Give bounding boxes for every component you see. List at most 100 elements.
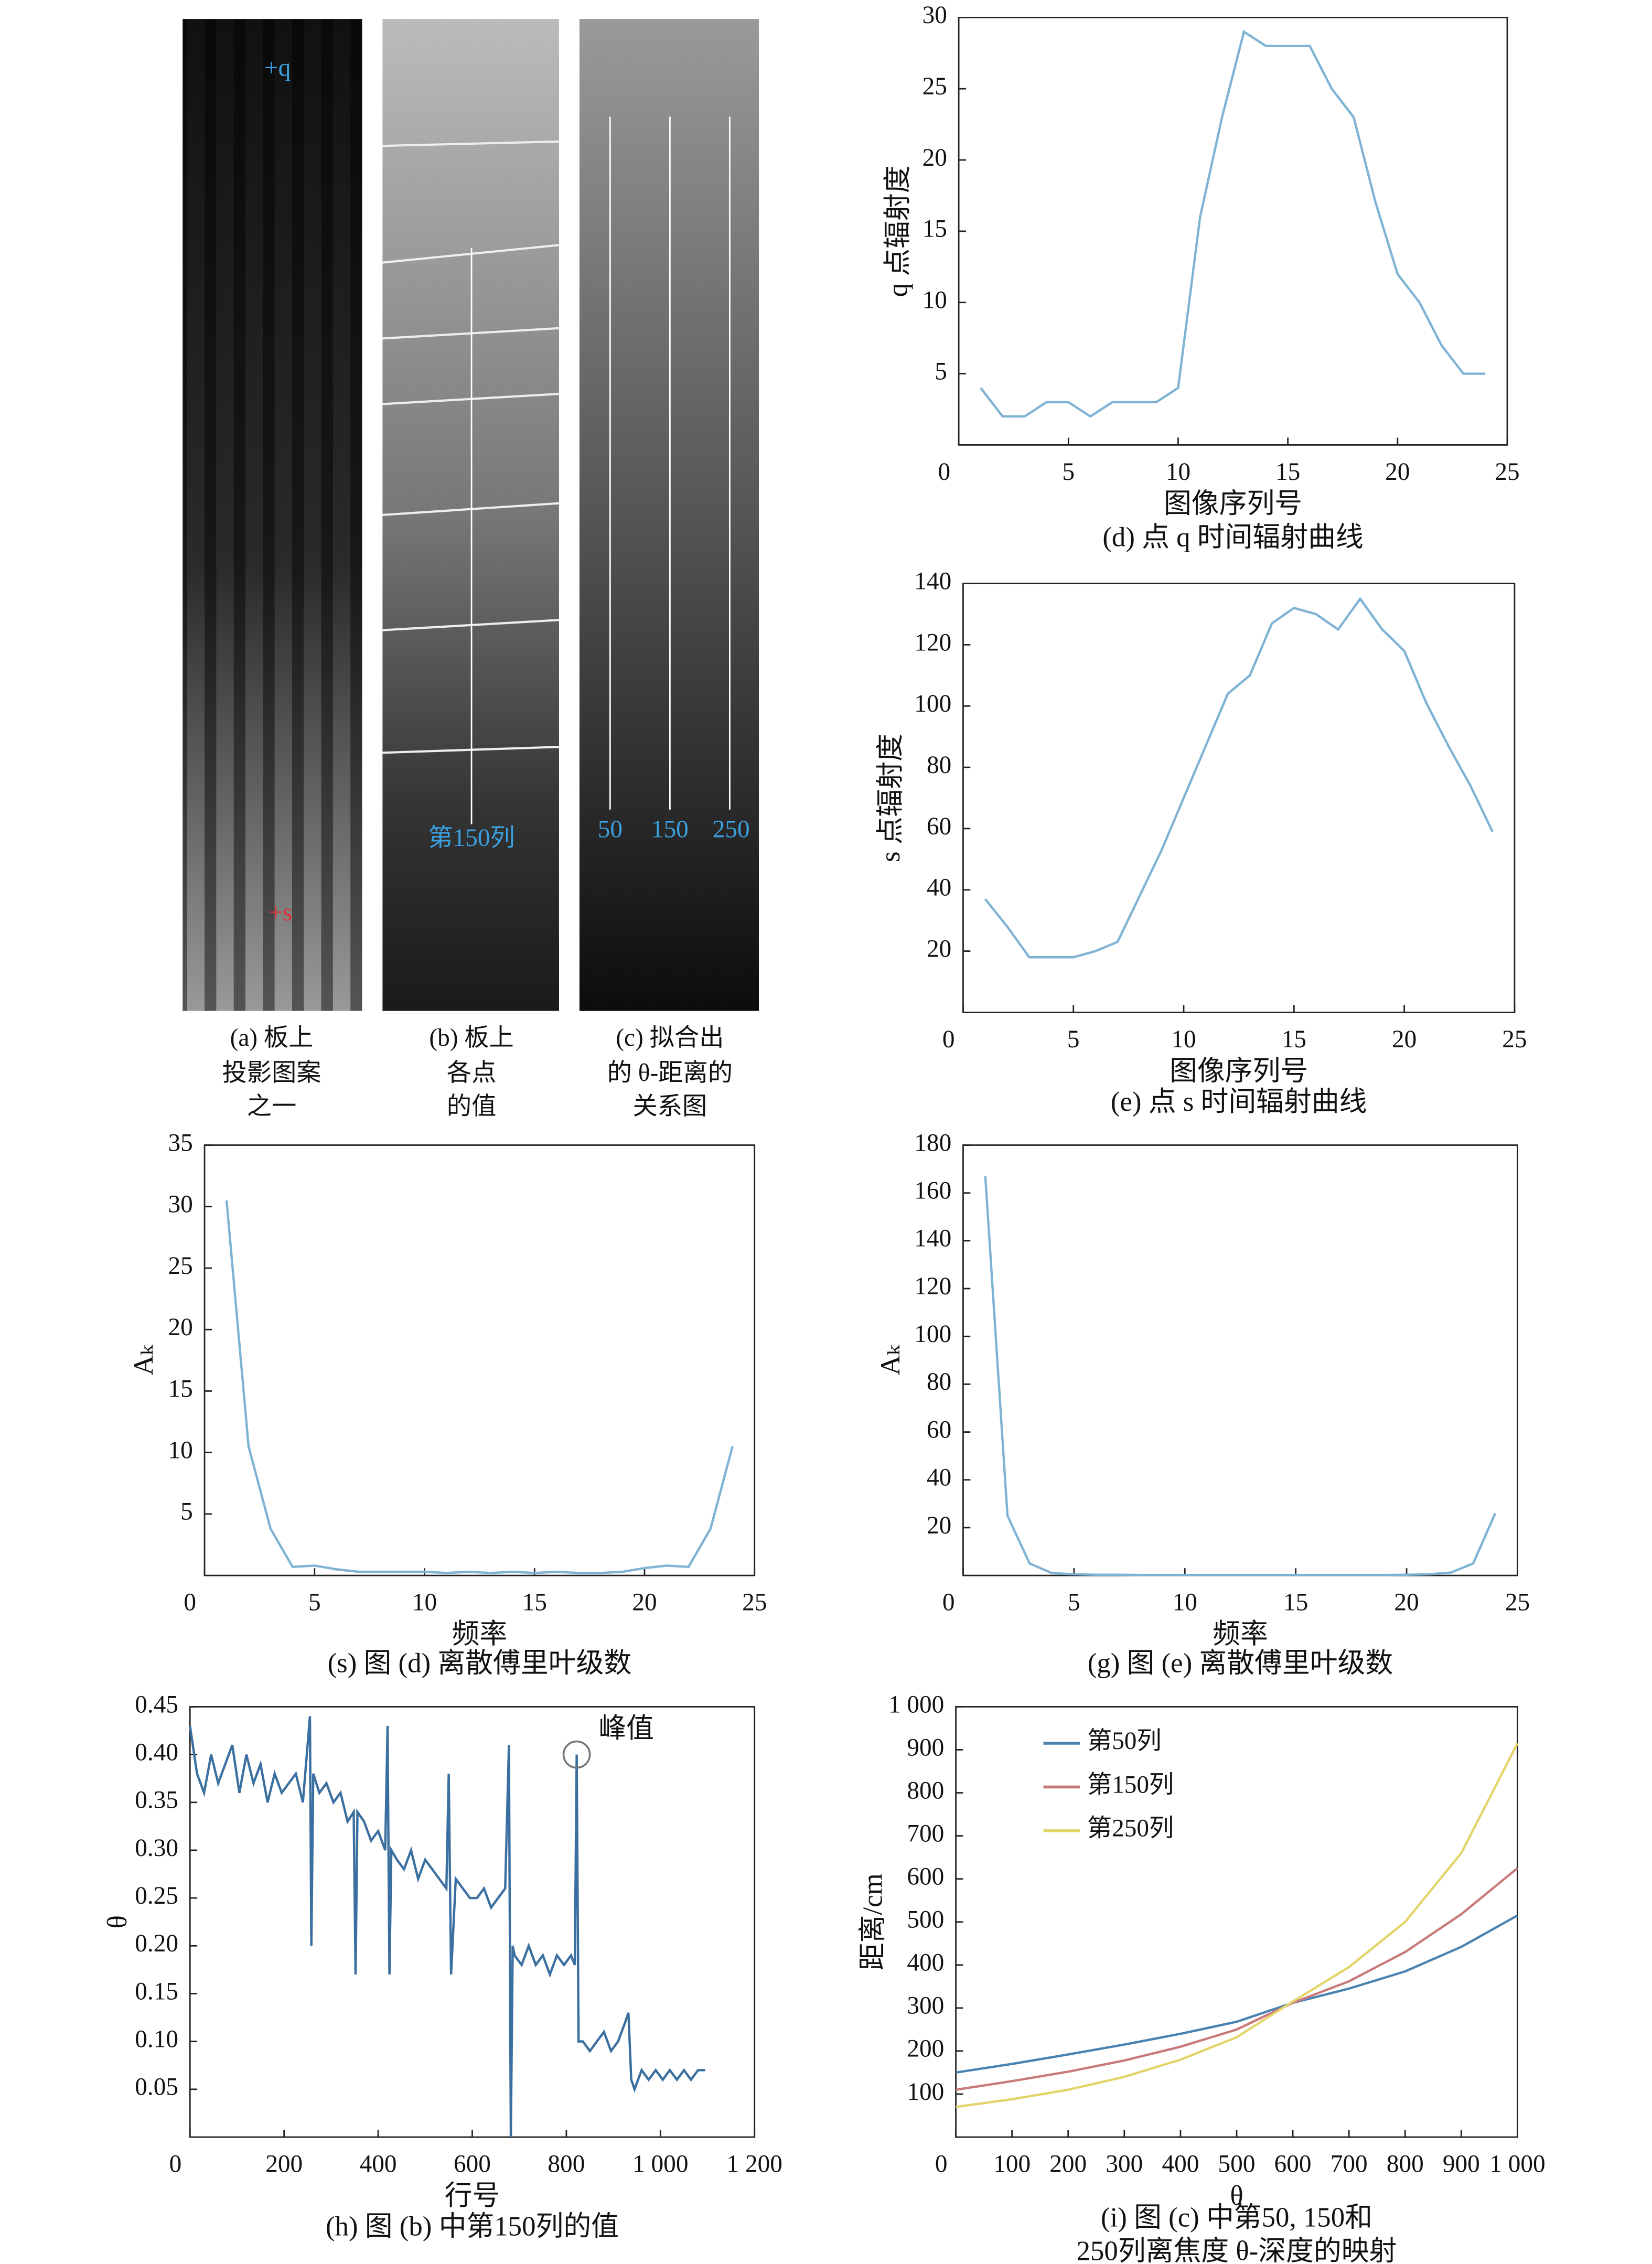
caption: 关系图: [632, 1093, 707, 1120]
y-tick-label: 500: [907, 1906, 944, 1934]
data-line: [984, 597, 1494, 959]
y-tick-label: 1 000: [888, 1691, 944, 1718]
x-tick-label: 15: [1283, 1589, 1308, 1616]
y-tick-label: 5: [180, 1498, 193, 1526]
y-tick-label: 120: [914, 629, 951, 656]
x-tick-label: 5: [1068, 1589, 1080, 1616]
annotation: 150: [651, 816, 689, 843]
y-tick-label: 120: [914, 1273, 951, 1300]
y-tick-label: 30: [168, 1191, 193, 1218]
caption: (c) 拟合出: [616, 1024, 724, 1051]
x-tick-label: 0: [184, 1589, 196, 1616]
y-tick-label: 15: [168, 1375, 193, 1402]
y-tick-label: 40: [927, 874, 951, 902]
y-tick-label: 100: [914, 1321, 951, 1348]
y-tick-label: 35: [168, 1129, 193, 1156]
plot-frame: [962, 1144, 1518, 1576]
data-line: [984, 1176, 1497, 1576]
y-tick-label: 140: [914, 567, 951, 595]
x-tick-label: 1 200: [727, 2150, 782, 2177]
x-axis-label: θ: [1230, 2181, 1243, 2211]
y-axis-label: Aₖ: [875, 1344, 906, 1375]
y-tick-label: 200: [907, 2035, 944, 2063]
caption: (a) 板上: [230, 1024, 314, 1051]
x-tick-label: 10: [1166, 458, 1190, 486]
x-axis-label: 图像序列号: [1170, 1056, 1308, 1086]
y-tick-label: 0.45: [135, 1691, 178, 1718]
data-line: [956, 1743, 1519, 2108]
y-tick-label: 0.10: [135, 2025, 178, 2053]
caption: 之一: [247, 1093, 297, 1120]
x-tick-label: 25: [1505, 1589, 1530, 1616]
y-tick-label: 0.25: [135, 1882, 178, 1909]
y-tick-label: 5: [935, 358, 947, 385]
y-tick-label: 100: [914, 690, 951, 717]
caption: (e) 点 s 时间辐射曲线: [1111, 1087, 1367, 1117]
data-line: [225, 1200, 734, 1574]
x-tick-label: 700: [1331, 2150, 1368, 2177]
x-tick-label: 200: [265, 2150, 303, 2177]
panel-c: 50 150 250 (c) 拟合出 的 θ-距离的 关系图: [579, 19, 759, 1120]
x-tick-label: 10: [1173, 1589, 1197, 1616]
x-axis-label: 频率: [1213, 1619, 1268, 1649]
x-axis-label: 图像序列号: [1164, 488, 1302, 519]
y-tick-label: 700: [907, 1820, 944, 1847]
panel-a: +q +s (a) 板上 投影图案 之一: [183, 19, 362, 1120]
x-tick-label: 200: [1049, 2150, 1087, 2177]
y-tick-label: 0.20: [135, 1930, 178, 1957]
legend-label: 第150列: [1087, 1771, 1174, 1798]
y-tick-label: 180: [914, 1129, 951, 1156]
x-axis-label: 频率: [452, 1619, 508, 1649]
x-tick-label: 0: [942, 1589, 955, 1616]
y-tick-label: 20: [168, 1314, 193, 1341]
y-tick-label: 40: [927, 1464, 951, 1492]
legend-label: 第250列: [1087, 1815, 1174, 1842]
x-tick-label: 0: [938, 458, 950, 486]
y-tick-label: 10: [168, 1436, 193, 1464]
y-tick-label: 0.35: [135, 1787, 178, 1814]
x-tick-label: 1 000: [1489, 2150, 1545, 2177]
x-tick-label: 600: [454, 2150, 491, 2177]
x-tick-label: 5: [1062, 458, 1075, 486]
x-tick-label: 0: [935, 2150, 948, 2177]
y-tick-label: 10: [922, 287, 947, 314]
x-tick-label: 300: [1106, 2150, 1143, 2177]
y-tick-label: 300: [907, 1992, 944, 2020]
x-tick-label: 400: [1162, 2150, 1199, 2177]
caption: 的值: [447, 1093, 497, 1120]
y-tick-label: 25: [922, 73, 947, 100]
x-tick-label: 800: [548, 2150, 585, 2177]
caption: (h) 图 (b) 中第150列的值: [326, 2211, 619, 2241]
plot-frame: [955, 1706, 1518, 2138]
y-tick-label: 30: [922, 2, 947, 29]
caption: 投影图案: [222, 1059, 321, 1087]
y-tick-label: 20: [927, 935, 951, 962]
y-tick-label: 20: [922, 144, 947, 171]
y-axis-label: θ: [102, 1915, 133, 1928]
y-tick-label: 80: [927, 752, 951, 779]
column-lines: [609, 116, 731, 810]
x-tick-label: 5: [308, 1589, 321, 1616]
caption: (b) 板上: [429, 1024, 513, 1051]
x-tick-label: 500: [1218, 2150, 1256, 2177]
y-tick-label: 60: [927, 813, 951, 840]
data-line: [980, 30, 1486, 418]
x-tick-label: 100: [993, 2150, 1031, 2177]
x-tick-label: 0: [942, 1026, 955, 1053]
x-tick-label: 10: [412, 1589, 437, 1616]
panel-b: 第150列 (b) 板上 各点 的值: [382, 19, 560, 1120]
y-axis-label: q 点辐射度: [883, 165, 913, 297]
x-tick-label: 20: [1385, 458, 1410, 486]
annotation: +s: [269, 899, 292, 926]
x-tick-label: 400: [360, 2150, 397, 2177]
annotation: 峰值: [598, 1713, 654, 1744]
annotation-marker: [562, 1740, 591, 1769]
y-tick-label: 600: [907, 1863, 944, 1891]
plot-frame: [203, 1144, 756, 1576]
y-tick-label: 80: [927, 1368, 951, 1396]
image: [382, 19, 559, 1011]
annotation: 第150列: [428, 824, 514, 852]
x-tick-label: 15: [1275, 458, 1300, 486]
